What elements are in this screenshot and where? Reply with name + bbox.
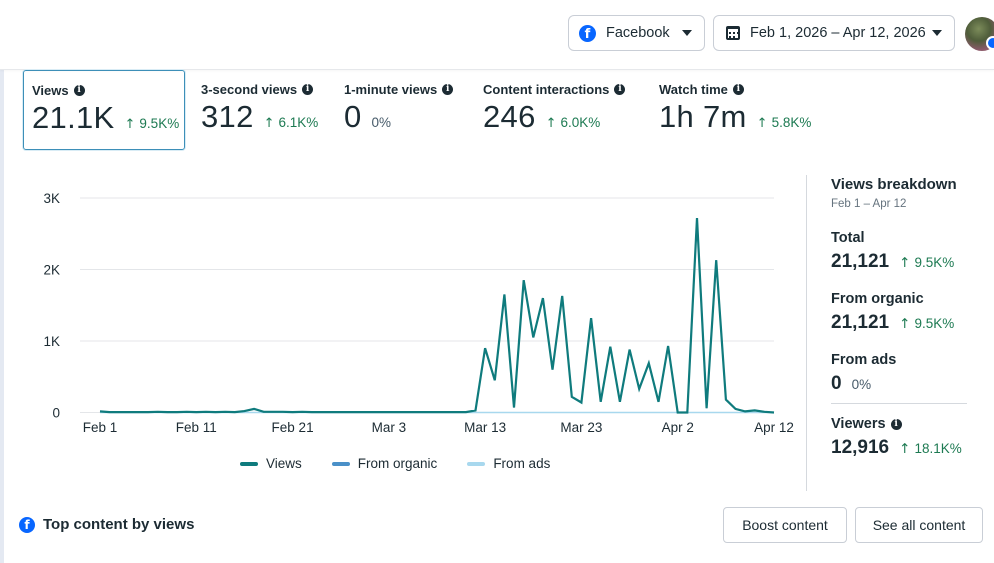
legend-swatch [240, 461, 258, 466]
metric-title: 1-minute views i [344, 82, 458, 97]
metric-delta: ↑ 5.8K% [756, 115, 812, 131]
legend-item-from-ads[interactable]: From ads [467, 456, 550, 471]
x-tick-label: Mar 13 [464, 420, 506, 435]
x-tick-label: Apr 2 [662, 420, 694, 435]
x-tick-label: Apr 12 [754, 420, 794, 435]
x-tick-label: Feb 21 [272, 420, 314, 435]
facebook-badge-icon [986, 36, 994, 50]
views-breakdown-panel: Views breakdown Feb 1 – Apr 12 Total 21,… [831, 176, 981, 459]
date-range-label: Feb 1, 2026 – Apr 12, 2026 [750, 25, 926, 41]
metric-tab-watch-time[interactable]: Watch time i 1h 7m ↑ 5.8K% [651, 70, 826, 150]
breakdown-delta: ↑ 9.5K% [899, 255, 955, 271]
arrow-up-icon: ↑ [756, 116, 768, 131]
metric-value: 21.1K [32, 100, 115, 135]
x-tick-label: Mar 3 [372, 420, 407, 435]
calendar-icon [726, 26, 740, 40]
metric-tab-1-minute-views[interactable]: 1-minute views i 0 0% [336, 70, 466, 150]
legend-item-views[interactable]: Views [240, 456, 302, 471]
vertical-divider [806, 175, 807, 491]
breakdown-item-from-organic: From organic 21,121 ↑ 9.5K% [831, 291, 981, 334]
metric-tab-views[interactable]: Views i 21.1K ↑ 9.5K% [23, 70, 185, 150]
breakdown-value: 12,916 [831, 437, 890, 458]
metric-value: 246 [483, 99, 536, 134]
arrow-up-icon: ↑ [124, 117, 136, 132]
info-icon[interactable]: i [890, 418, 902, 430]
views-line-chart[interactable]: 0 1K 2K 3K Feb 1 Feb 11 Feb 21 Mar 3 Mar 13 Mar … [0, 170, 800, 480]
info-icon[interactable]: i [614, 84, 626, 95]
metric-value: 1h 7m [659, 99, 747, 134]
breakdown-label: Viewers i [831, 416, 981, 432]
legend-swatch [331, 461, 350, 466]
left-edge [0, 70, 4, 563]
arrow-up-icon: ↑ [545, 116, 557, 131]
legend-item-from-organic[interactable]: From organic [331, 456, 438, 471]
breakdown-label: Total [831, 230, 865, 246]
top-bar: f Facebook Feb 1, 2026 – Apr 12, 2026 [0, 0, 994, 70]
legend-label: From organic [357, 456, 438, 471]
caret-down-icon [932, 30, 942, 36]
breakdown-delta: ↑ 18.1K% [899, 441, 962, 457]
x-tick-label: Feb 11 [176, 420, 217, 435]
platform-label: Facebook [606, 25, 670, 41]
y-tick-label: 0 [52, 406, 60, 421]
see-all-content-button[interactable]: See all content [855, 507, 983, 543]
facebook-icon: f [579, 24, 596, 42]
breakdown-date-range: Feb 1 – Apr 12 [831, 198, 907, 210]
date-range-selector[interactable]: Feb 1, 2026 – Apr 12, 2026 [713, 15, 955, 51]
arrow-up-icon: ↑ [899, 316, 911, 332]
metric-delta: ↑ 6.0K% [545, 115, 601, 131]
legend-swatch [467, 461, 486, 466]
metric-delta: ↑ 6.1K% [263, 115, 319, 131]
info-icon[interactable]: i [732, 84, 744, 95]
breakdown-delta: 0% [851, 377, 872, 392]
arrow-up-icon: ↑ [899, 255, 911, 271]
x-tick-label: Mar 23 [560, 420, 602, 435]
breakdown-label: From organic [831, 291, 924, 307]
x-axis-ticks: Feb 1 Feb 11 Feb 21 Mar 3 Mar 13 Mar 23 Apr 2 A… [83, 420, 794, 435]
boost-content-button[interactable]: Boost content [723, 507, 847, 543]
breakdown-value: 0 [831, 373, 842, 394]
y-tick-label: 2K [43, 263, 60, 278]
info-icon[interactable]: i [302, 84, 314, 95]
series-line-views[interactable] [99, 217, 775, 414]
arrow-up-icon: ↑ [263, 116, 275, 131]
grid-lines [80, 197, 774, 413]
section-title: Top content by views [43, 516, 195, 533]
y-axis-ticks: 0 1K 2K 3K [43, 191, 60, 421]
metric-title: Views i [32, 83, 176, 98]
arrow-up-icon: ↑ [899, 441, 911, 457]
chart-legend: Views From organic From ads [240, 456, 580, 471]
caret-down-icon [682, 30, 692, 36]
breakdown-item-viewers: Viewers i 12,916 ↑ 18.1K% [831, 416, 981, 459]
metric-value: 0 [344, 99, 362, 134]
metric-delta: ↑ 9.5K% [124, 116, 180, 132]
facebook-icon: f [19, 516, 35, 533]
info-icon[interactable]: i [442, 84, 454, 95]
metric-delta: 0% [371, 115, 392, 130]
metric-title: Watch time i [659, 82, 818, 97]
breakdown-value: 21,121 [831, 312, 890, 333]
breakdown-item-total: Total 21,121 ↑ 9.5K% [831, 230, 981, 273]
legend-label: From ads [493, 456, 551, 471]
y-tick-label: 3K [43, 191, 60, 206]
breakdown-title: Views breakdown [831, 176, 957, 193]
x-tick-label: Feb 1 [83, 420, 118, 435]
breakdown-label: From ads [831, 352, 897, 368]
platform-selector[interactable]: f Facebook [568, 15, 705, 51]
breakdown-separator [831, 403, 967, 404]
info-icon[interactable]: i [73, 85, 85, 96]
metric-value: 312 [201, 99, 254, 134]
breakdown-item-from-ads: From ads 0 0% [831, 352, 981, 395]
metric-title: Content interactions i [483, 82, 637, 97]
metric-title: 3-second views i [201, 82, 320, 97]
legend-label: Views [266, 456, 302, 471]
top-content-heading: f Top content by views [19, 516, 194, 533]
y-tick-label: 1K [43, 334, 60, 349]
breakdown-value: 21,121 [831, 251, 890, 272]
metric-tab-content-interactions[interactable]: Content interactions i 246 ↑ 6.0K% [475, 70, 645, 150]
chart-series [99, 217, 775, 414]
chart-svg: 0 1K 2K 3K Feb 1 Feb 11 Feb 21 Mar 3 Mar 13 Mar … [43, 191, 794, 435]
metric-tab-3-second-views[interactable]: 3-second views i 312 ↑ 6.1K% [193, 70, 328, 150]
breakdown-delta: ↑ 9.5K% [899, 316, 955, 332]
